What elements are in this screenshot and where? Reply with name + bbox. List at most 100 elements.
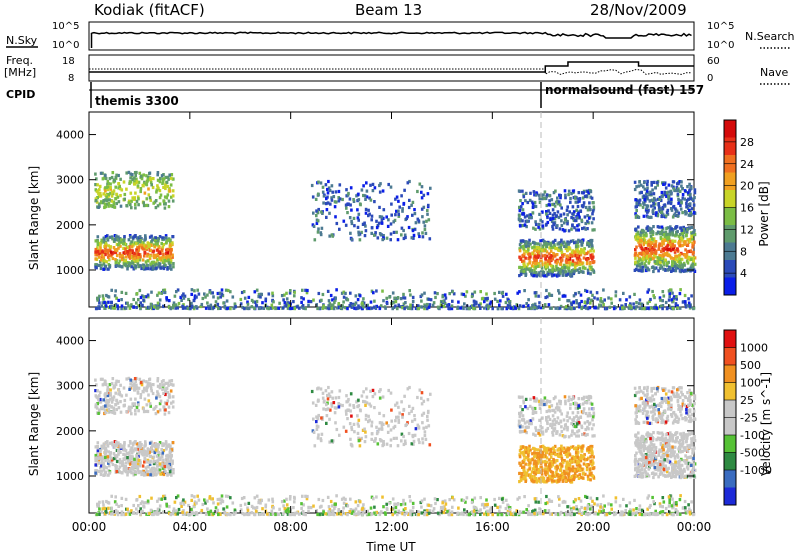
power-cell — [523, 252, 526, 256]
power-cell — [533, 291, 537, 295]
power-cell — [150, 263, 154, 267]
power-cell — [407, 306, 410, 310]
power-cell — [635, 201, 638, 206]
power-cell — [537, 252, 540, 256]
velocity-cell — [420, 391, 424, 395]
power-cell — [101, 253, 104, 257]
power-cell — [101, 249, 104, 253]
power-cell — [156, 301, 160, 305]
power-cell — [365, 195, 369, 199]
power-cell — [529, 191, 532, 195]
power-cell — [636, 238, 639, 242]
velocity-cell — [347, 408, 350, 412]
power-cell — [688, 182, 691, 186]
power-cell — [584, 266, 587, 270]
power-cell — [382, 208, 386, 212]
power-cell — [671, 306, 674, 310]
velocity-cell — [385, 421, 388, 425]
power-cell — [135, 180, 139, 184]
power-cell — [133, 182, 137, 186]
power-cell — [301, 288, 304, 292]
velocity-cell — [139, 380, 143, 385]
power-cell — [142, 182, 146, 186]
power-cell — [568, 247, 572, 251]
power-cell — [561, 252, 564, 257]
power-cell — [547, 272, 550, 276]
power-cell — [105, 260, 108, 264]
velocity-cell — [370, 424, 373, 428]
power-cell — [328, 234, 331, 238]
power-cell — [103, 238, 106, 242]
power-cell — [158, 235, 162, 239]
power-cell — [316, 219, 320, 223]
velocity-cell — [358, 444, 362, 448]
power-cell — [141, 183, 145, 187]
power-cell — [585, 262, 589, 266]
velocity-cell — [158, 395, 162, 399]
velocity-cell — [573, 471, 577, 476]
velocity-cell — [315, 420, 318, 424]
velocity-cell — [101, 455, 104, 459]
power-cell — [365, 189, 369, 193]
power-cell — [139, 255, 142, 259]
power-cell — [145, 197, 149, 201]
velocity-cell — [99, 400, 103, 404]
power-cell — [566, 222, 569, 226]
power-cell — [584, 306, 588, 310]
power-cell — [216, 296, 220, 300]
power-cell — [648, 199, 652, 203]
power-cell — [97, 255, 101, 259]
velocity-cell — [123, 465, 126, 469]
power-cell — [542, 306, 545, 310]
power-cell — [358, 294, 362, 298]
power-cell — [340, 291, 344, 295]
power-cell — [556, 267, 559, 271]
velocity-cell — [325, 403, 328, 407]
power-cell — [234, 305, 237, 309]
velocity-cell — [165, 461, 168, 465]
power-cell — [647, 261, 651, 265]
velocity-cell — [142, 447, 145, 451]
power-cell — [162, 288, 165, 292]
power-cell — [663, 203, 667, 207]
power-cell — [551, 227, 555, 231]
power-cell — [567, 242, 570, 246]
power-cell — [159, 193, 163, 197]
power-cell — [346, 298, 350, 302]
power-cell — [666, 208, 670, 212]
power-cell — [526, 303, 530, 308]
velocity-cell — [168, 470, 172, 474]
power-cell — [426, 192, 430, 196]
power-cell — [394, 300, 398, 304]
power-cell — [218, 291, 222, 295]
velocity-cell — [119, 410, 123, 414]
velocity-cell — [102, 462, 105, 466]
power-cell — [558, 262, 562, 266]
velocity-cell — [357, 418, 361, 422]
power-cell — [132, 267, 136, 271]
power-cell — [113, 239, 116, 243]
power-cell — [166, 251, 169, 255]
power-cell — [639, 233, 642, 237]
power-cell — [150, 183, 153, 187]
power-cell — [561, 294, 565, 298]
power-cell — [668, 229, 672, 234]
power-cell — [567, 229, 571, 233]
power-cell — [172, 303, 175, 307]
velocity-cell — [164, 458, 168, 462]
power-cell — [652, 225, 655, 229]
power-cell — [684, 268, 687, 272]
power-cell — [448, 292, 451, 296]
power-cell — [657, 197, 660, 201]
velocity-cell — [159, 399, 163, 403]
power-cell — [558, 193, 561, 197]
power-cell — [123, 259, 126, 263]
power-cell — [253, 300, 257, 304]
power-cell — [638, 235, 641, 240]
power-cell — [691, 256, 695, 260]
power-cell — [114, 304, 117, 308]
power-cell — [633, 292, 636, 296]
velocity-cell — [129, 397, 133, 401]
power-cell — [548, 256, 552, 260]
power-cell — [674, 256, 677, 260]
